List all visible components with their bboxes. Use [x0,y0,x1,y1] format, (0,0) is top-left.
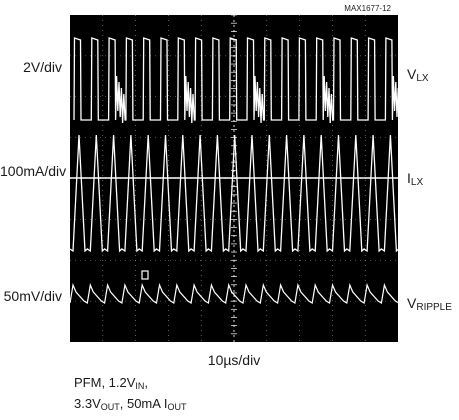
vripple-trace-label: VRIPPLE [407,295,452,313]
x-scale-label: 10µs/div [207,352,261,368]
vlx-scale-label: 2V/div [23,59,62,75]
ilx-trace-label: ILX [407,170,424,188]
test-conditions: PFM, 1.2VIN, 3.3VOUT, 50mA IOUT [74,374,186,416]
oscilloscope-screen [70,15,398,342]
condition-line-1: PFM, 1.2VIN, [74,375,149,391]
vlx-trace-label: VLX [407,66,429,84]
ilx-trace [70,134,398,253]
condition-line-2: 3.3VOUT, 50mA IOUT [74,396,187,412]
ilx-scale-label: 100mA/div [0,163,67,179]
vlx-trace [73,37,398,124]
scope-grid [70,15,398,342]
vripple-trace [70,282,398,304]
chart-id: MAX1677-12 [344,4,391,13]
vripple-scale-label: 50mV/div [3,288,62,304]
trigger-marker [141,270,149,280]
